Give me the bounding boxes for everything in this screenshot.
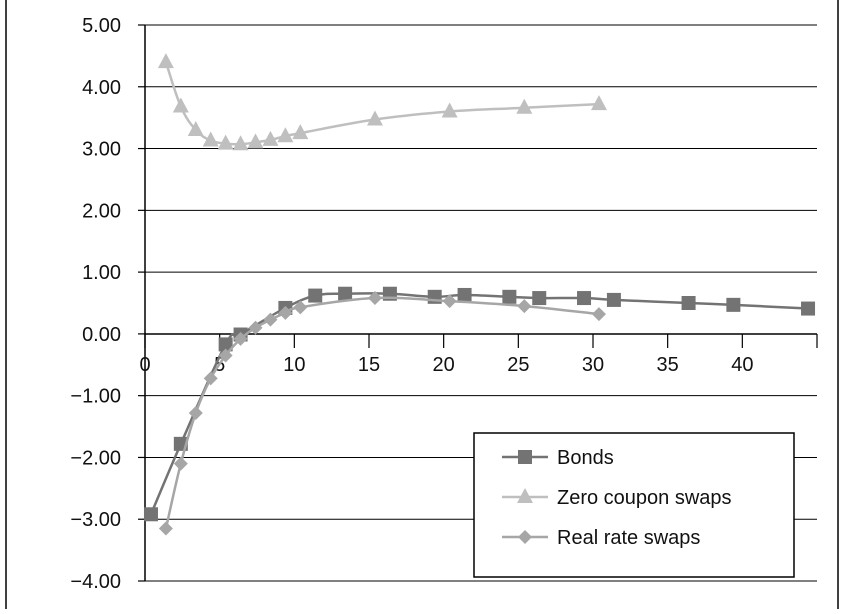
legend-marker-bonds	[518, 450, 532, 464]
x-tick-label: 15	[358, 354, 380, 376]
data-point-real-rate-swaps	[293, 300, 308, 315]
data-point-real-rate-swaps	[442, 294, 457, 309]
data-point-real-rate-swaps	[367, 291, 382, 306]
series-zero-coupon-swaps	[157, 53, 607, 151]
y-tick-label: 5.00	[82, 15, 121, 37]
legend-label-bonds: Bonds	[557, 447, 614, 469]
data-point-zero-coupon-swaps	[157, 53, 174, 69]
series-real-rate-swaps	[158, 291, 606, 536]
data-point-bonds	[338, 286, 353, 301]
y-tick-label: 0.00	[82, 324, 121, 346]
data-point-zero-coupon-swaps	[366, 110, 383, 126]
x-tick-label: 20	[433, 354, 455, 376]
x-tick-label: 0	[139, 354, 150, 376]
data-point-real-rate-swaps	[173, 456, 188, 471]
legend-marker-zero-coupon-swaps	[517, 488, 533, 503]
data-point-zero-coupon-swaps	[202, 131, 219, 147]
data-point-real-rate-swaps	[188, 405, 203, 420]
data-point-bonds	[457, 287, 472, 302]
data-point-zero-coupon-swaps	[292, 124, 309, 140]
data-point-bonds	[502, 289, 517, 304]
data-point-zero-coupon-swaps	[172, 97, 189, 113]
data-point-zero-coupon-swaps	[217, 134, 234, 150]
data-point-zero-coupon-swaps	[277, 127, 294, 143]
y-tick-label: −2.00	[70, 447, 121, 469]
data-point-zero-coupon-swaps	[590, 95, 607, 111]
x-tick-label: 25	[507, 354, 529, 376]
data-point-bonds	[606, 292, 621, 307]
data-point-real-rate-swaps	[248, 320, 263, 335]
legend-label-zero-coupon-swaps: Zero coupon swaps	[557, 487, 732, 509]
x-tick-label: 10	[283, 354, 305, 376]
data-point-bonds	[726, 297, 741, 312]
x-tick-label: 40	[731, 354, 753, 376]
data-point-zero-coupon-swaps	[247, 133, 264, 149]
y-tick-label: 3.00	[82, 139, 121, 161]
legend: Bonds Zero coupon swaps Real rate swaps	[473, 432, 795, 578]
series-group	[143, 53, 816, 536]
legend-label-real-rate-swaps: Real rate swaps	[557, 527, 700, 549]
y-tick-label: 1.00	[82, 262, 121, 284]
data-point-bonds	[143, 507, 158, 522]
y-tick-label: −4.00	[70, 571, 121, 593]
x-tick-label: 30	[582, 354, 604, 376]
data-point-bonds	[308, 288, 323, 303]
data-point-real-rate-swaps	[278, 305, 293, 320]
data-point-zero-coupon-swaps	[187, 121, 204, 137]
series-line-zero-coupon-swaps	[164, 61, 600, 146]
data-point-real-rate-swaps	[203, 371, 218, 386]
data-point-real-rate-swaps	[233, 331, 248, 346]
y-tick-label: 4.00	[82, 77, 121, 99]
data-point-real-rate-swaps	[158, 521, 173, 536]
axes: 5.00 4.00 3.00 2.00 1.00 0.00 −1.00 −2.00 −3.00 −…	[70, 15, 818, 593]
data-point-bonds	[577, 291, 592, 306]
y-tick-label: −3.00	[70, 509, 121, 531]
data-point-real-rate-swaps	[591, 307, 606, 322]
data-point-bonds	[532, 291, 547, 306]
data-point-zero-coupon-swaps	[441, 102, 458, 118]
x-tick-label: 35	[657, 354, 679, 376]
data-point-real-rate-swaps	[263, 312, 278, 327]
data-point-zero-coupon-swaps	[262, 130, 279, 146]
data-point-bonds	[801, 301, 816, 316]
data-point-real-rate-swaps	[517, 299, 532, 314]
data-point-bonds	[218, 337, 233, 352]
legend-marker-real-rate-swaps	[518, 530, 532, 544]
y-tick-label: −1.00	[70, 386, 121, 408]
y-tick-label: 2.00	[82, 200, 121, 222]
data-point-zero-coupon-swaps	[516, 98, 533, 114]
data-point-real-rate-swaps	[218, 348, 233, 363]
data-point-bonds	[681, 296, 696, 310]
data-point-zero-coupon-swaps	[232, 135, 249, 151]
